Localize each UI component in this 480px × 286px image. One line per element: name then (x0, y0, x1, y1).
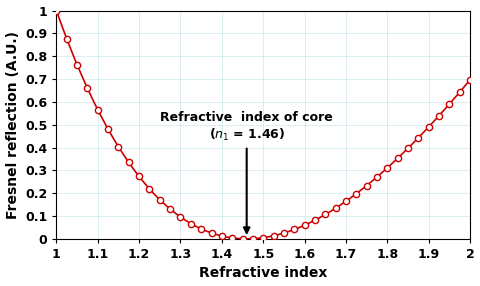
X-axis label: Refractive index: Refractive index (199, 267, 327, 281)
Text: Refractive  index of core
($n_1$ = 1.46): Refractive index of core ($n_1$ = 1.46) (160, 112, 333, 233)
Y-axis label: Fresnel reflection (A.U.): Fresnel reflection (A.U.) (6, 31, 20, 219)
